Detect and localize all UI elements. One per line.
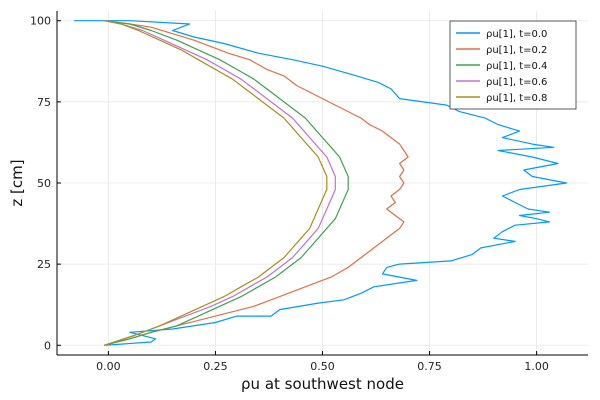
x-tick-label: 0.50 [310,360,335,373]
x-axis-label: ρu at southwest node [241,375,404,393]
series-line-5 [103,20,328,346]
series-line-4 [103,20,336,346]
y-ticks: 0 25 50 75 100 [30,15,61,352]
y-tick-label: 25 [37,258,51,271]
legend-entry-label: ρu[1], t=0.6 [486,77,547,88]
y-tick-label: 75 [37,96,51,109]
series-line-1 [74,20,568,346]
y-axis-label: z [cm] [8,159,26,206]
series-line-2 [103,20,409,346]
legend-entry-label: ρu[1], t=0.2 [486,45,547,56]
legend-entry-label: ρu[1], t=0.4 [486,61,547,72]
x-ticks: 0.00 0.25 0.50 0.75 1.00 [96,351,549,373]
legend-entry-label: ρu[1], t=0.0 [486,29,547,40]
x-tick-label: 0.25 [203,360,228,373]
series-lines [74,20,568,346]
x-tick-label: 0.00 [96,360,121,373]
x-tick-label: 0.75 [417,360,442,373]
y-tick-label: 50 [37,177,51,190]
legend-entry-label: ρu[1], t=0.8 [486,93,547,104]
y-tick-label: 0 [44,339,51,352]
legend: ρu[1], t=0.0 ρu[1], t=0.2 ρu[1], t=0.4 ρu[1… [449,20,577,110]
series-line-3 [103,20,349,346]
x-tick-label: 1.00 [524,360,549,373]
y-tick-label: 100 [30,15,51,28]
